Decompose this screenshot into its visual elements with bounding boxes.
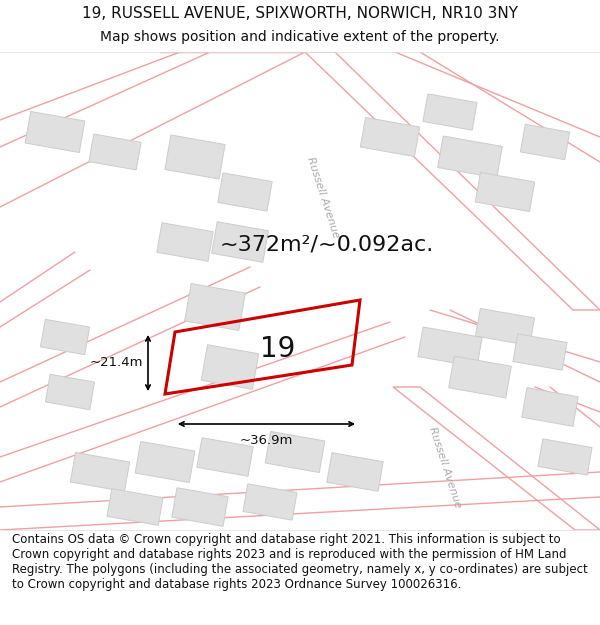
Text: 19: 19 [260,335,296,363]
Polygon shape [135,441,195,483]
Polygon shape [218,173,272,211]
Polygon shape [520,124,569,160]
Polygon shape [418,327,482,367]
Text: ~21.4m: ~21.4m [89,356,143,369]
Polygon shape [538,439,592,475]
Polygon shape [437,136,502,178]
Polygon shape [423,94,477,130]
Polygon shape [201,345,259,389]
Polygon shape [40,319,89,355]
Text: Russell Avenue: Russell Avenue [427,425,463,509]
Polygon shape [197,438,253,476]
Polygon shape [172,488,228,526]
Text: ~372m²/~0.092ac.: ~372m²/~0.092ac. [220,234,434,254]
Polygon shape [522,388,578,426]
Polygon shape [393,387,600,530]
Polygon shape [327,452,383,491]
Polygon shape [305,52,600,310]
Polygon shape [157,222,213,261]
Polygon shape [107,489,163,525]
Polygon shape [361,118,419,156]
Polygon shape [46,374,95,410]
Text: ~36.9m: ~36.9m [240,434,293,447]
Polygon shape [89,134,141,170]
Polygon shape [243,484,297,520]
Polygon shape [265,431,325,472]
Polygon shape [70,452,130,491]
Polygon shape [212,222,268,262]
Polygon shape [475,308,535,346]
Polygon shape [165,135,225,179]
Polygon shape [513,334,567,370]
Polygon shape [185,284,245,331]
Polygon shape [449,356,511,398]
Text: Map shows position and indicative extent of the property.: Map shows position and indicative extent… [100,31,500,44]
Polygon shape [475,173,535,211]
Polygon shape [25,111,85,152]
Text: Russell Avenue: Russell Avenue [305,155,341,239]
Text: 19, RUSSELL AVENUE, SPIXWORTH, NORWICH, NR10 3NY: 19, RUSSELL AVENUE, SPIXWORTH, NORWICH, … [82,6,518,21]
Text: Contains OS data © Crown copyright and database right 2021. This information is : Contains OS data © Crown copyright and d… [12,533,587,591]
